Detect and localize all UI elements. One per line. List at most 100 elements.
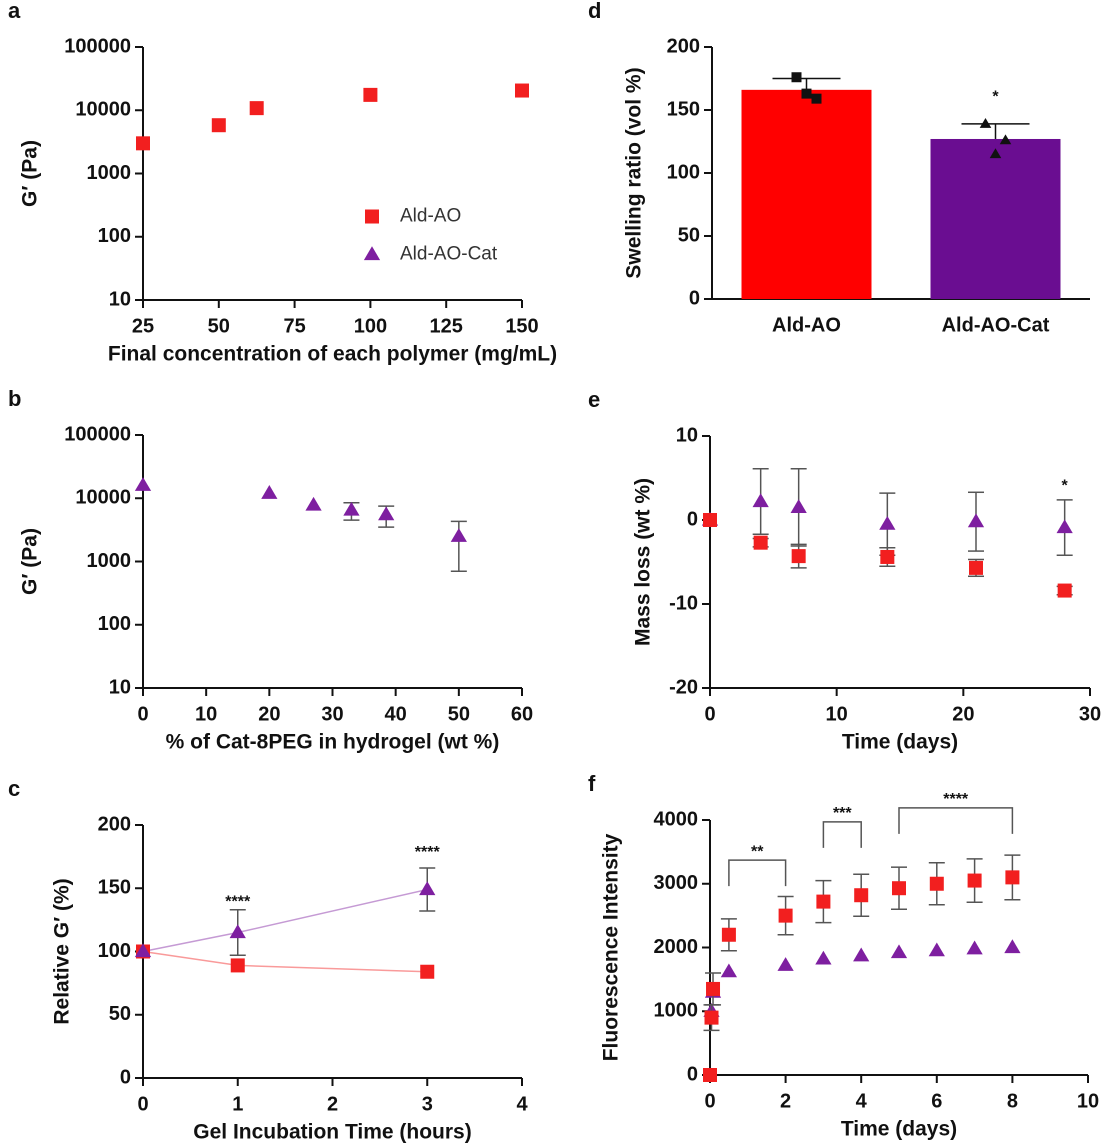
y-axis-label: G′ (Pa) [19,140,42,207]
y-tick-label: 50 [678,224,700,246]
marker-square [801,88,812,99]
marker-triangle [777,957,794,971]
marker-square [1057,583,1072,598]
marker-triangle [879,515,896,530]
x-axis-label: Time (days) [842,731,958,754]
y-tick-label: 150 [667,98,700,120]
x-tick-label: 2 [780,1090,791,1112]
x-tick-label: 50 [208,315,230,337]
annotation: * [992,89,999,106]
x-tick-label: 60 [511,703,533,725]
marker-triangle [134,477,152,491]
x-tick-label: 20 [258,703,280,725]
y-tick-label: 0 [687,1063,698,1085]
marker-triangle [378,506,395,521]
y-tick-label: 10 [676,424,698,446]
error-bar [961,123,1030,139]
marker-square [703,513,717,527]
x-tick-label: 30 [1079,703,1101,725]
panel-label: b [8,386,21,411]
x-tick-label: 0 [704,703,715,725]
y-tick-label: 1000 [654,1000,699,1022]
y-tick-label: 3000 [654,872,699,894]
marker-triangle [752,493,769,508]
marker-square [721,927,736,942]
y-tick-label: 0 [689,287,700,309]
marker-triangle [999,134,1012,145]
legend-label: Ald-AO-Cat [400,244,498,265]
x-tick-label: 10 [826,703,848,725]
y-tick-label: -20 [669,676,698,698]
y-axis-label: Mass loss (wt %) [632,478,655,646]
marker-square [706,981,721,996]
y-axis-label: Fluorescence Intensity [600,833,623,1061]
y-tick-label: 1000 [87,550,132,572]
marker-triangle [134,943,152,958]
marker-triangle [928,942,945,957]
annotation: **** [943,791,969,808]
marker-square [515,83,529,98]
marker-square [753,535,768,550]
marker-triangle [261,484,278,499]
x-tick-label: 150 [505,315,538,337]
marker-triangle [720,963,738,978]
bar [930,138,1061,299]
marker-square [811,93,822,104]
panel-label: f [588,771,596,796]
series-line [142,888,428,953]
marker-square [704,1010,719,1025]
legend-label: Ald-AO [400,206,461,227]
x-axis-label: Gel Incubation Time (hours) [193,1121,471,1144]
y-tick-label: -10 [669,592,698,614]
marker-square [420,964,435,979]
x-tick-label: 10 [195,703,217,725]
x-tick-label: 20 [952,703,974,725]
y-tick-label: 0 [120,1066,131,1088]
marker-triangle [450,528,467,542]
x-tick-label: 30 [321,703,343,725]
x-axis-label: Final concentration of each polymer (mg/… [108,343,557,366]
marker-triangle [419,881,436,896]
marker-square [854,888,869,903]
marker-square [365,209,379,224]
marker-triangle [790,499,807,513]
marker-triangle [229,924,246,939]
x-tick-label: Ald-AO [772,314,841,336]
x-tick-label: 125 [430,315,463,337]
significance-bracket [898,807,1014,834]
y-tick-label: 0 [687,508,698,530]
marker-triangle [966,940,983,955]
x-tick-label: 1 [232,1093,243,1115]
panel-label: c [8,776,20,801]
annotation: ** [751,843,764,860]
marker-square [816,894,831,909]
x-tick-label: 0 [137,1093,148,1115]
y-tick-label: 150 [98,877,131,899]
marker-square [969,560,983,575]
y-tick-label: 100 [98,613,131,635]
marker-square [363,87,378,102]
marker-triangle [853,947,870,962]
y-axis-label: Swelling ratio (vol %) [623,67,646,278]
marker-square [778,908,793,923]
marker-triangle [967,513,985,528]
marker-square [249,101,264,116]
marker-square [136,136,150,151]
y-tick-label: 2000 [654,936,699,958]
y-tick-label: 100 [667,161,700,183]
x-tick-label: 100 [354,315,387,337]
marker-square [929,876,944,891]
marker-square [967,873,982,888]
x-axis-label: % of Cat-8PEG in hydrogel (wt %) [166,731,500,754]
y-axis-label: Relative G′ (%) [51,878,74,1024]
panel-label: d [588,0,601,23]
y-tick-label: 100 [98,940,131,962]
significance-bracket [728,859,787,887]
y-tick-label: 100000 [64,423,131,445]
x-tick-label: 3 [422,1093,433,1115]
x-tick-label: 75 [283,315,305,337]
marker-square [791,72,802,83]
marker-square [892,881,906,896]
y-tick-label: 10 [109,676,131,698]
annotation: **** [415,844,441,861]
